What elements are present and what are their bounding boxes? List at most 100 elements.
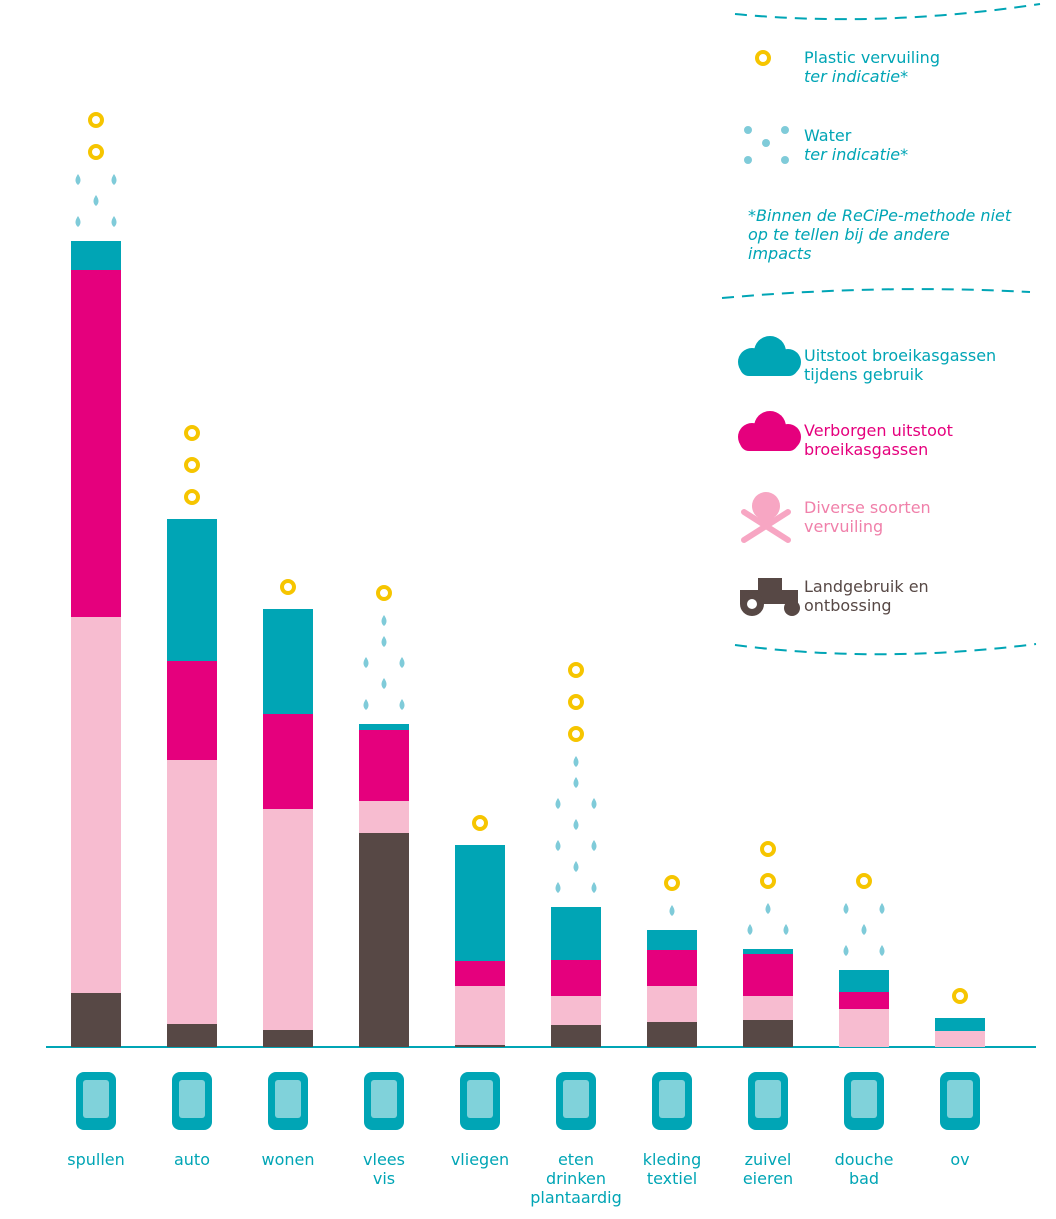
bar-segment: [551, 960, 601, 996]
water-drop: [879, 945, 885, 956]
icon-inner: [947, 1080, 973, 1118]
bar-segment: [839, 992, 889, 1009]
water-drop: [111, 174, 117, 185]
water-drop: [591, 840, 597, 851]
water-drops: [363, 615, 405, 710]
bar-segment: [263, 714, 313, 809]
water-drop: [765, 903, 771, 914]
water-drop: [843, 903, 849, 914]
plastic-rings: [952, 988, 968, 1004]
bar-segment: [743, 949, 793, 954]
legend-label: Uitstoot broeikasgassen tijdens gebruik: [804, 346, 997, 384]
plastic-rings: [376, 585, 392, 601]
water-drop: [669, 905, 675, 916]
water-drops: [75, 174, 117, 227]
bar-segment: [551, 907, 601, 960]
bar-segment: [167, 760, 217, 1024]
category-label: auto: [173, 1150, 210, 1169]
plastic-rings: [856, 873, 872, 889]
plastic-ring: [568, 726, 584, 742]
bar-segment: [167, 519, 217, 661]
category-icon: [172, 1072, 212, 1130]
bar-segment: [263, 609, 313, 714]
category-icon: [652, 1072, 692, 1130]
bar-segment: [71, 241, 121, 270]
plastic-rings: [568, 662, 584, 742]
water-drop: [381, 678, 387, 689]
water-drops: [747, 903, 789, 935]
plastic-rings: [184, 425, 200, 505]
category-label: eten drinken plantaardig: [530, 1150, 622, 1207]
bar-segment: [455, 845, 505, 961]
plastic-rings: [760, 841, 776, 889]
plastic-ring: [952, 988, 968, 1004]
water-drop: [879, 903, 885, 914]
plastic-ring: [472, 815, 488, 831]
bar-segment: [743, 954, 793, 996]
icon-inner: [275, 1080, 301, 1118]
bar-segment: [743, 996, 793, 1020]
water-drop: [75, 216, 81, 227]
water-drop: [861, 924, 867, 935]
water-drop: [573, 777, 579, 788]
bar-segment: [647, 986, 697, 1022]
legend-note: ter indicatie*: [804, 67, 909, 86]
plastic-rings: [88, 112, 104, 160]
plastic-ring: [88, 144, 104, 160]
water-drop: [75, 174, 81, 185]
plastic-rings: [280, 579, 296, 595]
category-icon: [268, 1072, 308, 1130]
icon-inner: [563, 1080, 589, 1118]
plastic-ring: [856, 873, 872, 889]
water-drop: [363, 657, 369, 668]
bar-segment: [359, 730, 409, 801]
water-drop: [93, 195, 99, 206]
icon-inner: [659, 1080, 685, 1118]
water-drop: [591, 798, 597, 809]
plastic-ring: [184, 425, 200, 441]
plastic-ring: [568, 662, 584, 678]
water-drop: [381, 615, 387, 626]
category-icon: [460, 1072, 500, 1130]
legend-plastic: Plastic vervuiling ter indicatie*: [804, 48, 940, 86]
plastic-ring: [760, 873, 776, 889]
category-label: zuivel eieren: [742, 1150, 794, 1188]
bar-segment: [71, 270, 121, 617]
bar-segment: [359, 724, 409, 730]
category-icon: [940, 1072, 980, 1130]
legend-water: Water ter indicatie*: [804, 126, 908, 164]
category-icon: [364, 1072, 404, 1130]
icon-inner: [179, 1080, 205, 1118]
water-drop: [573, 861, 579, 872]
plastic-rings: [664, 875, 680, 891]
plastic-ring: [568, 694, 584, 710]
water-drop: [363, 699, 369, 710]
legend-label: Diverse soorten vervuiling: [804, 498, 931, 536]
water-drop: [555, 798, 561, 809]
legend-label: Landgebruik en ontbossing: [804, 577, 929, 615]
bar-segment: [743, 1020, 793, 1047]
bar-segment: [551, 1025, 601, 1047]
bar-segment: [935, 1031, 985, 1047]
water-drop: [399, 657, 405, 668]
legend-label: Water: [804, 126, 852, 145]
plastic-ring: [280, 579, 296, 595]
category-label: spullen: [67, 1150, 125, 1169]
bar-segment: [455, 1045, 505, 1047]
icon-inner: [371, 1080, 397, 1118]
bar-segment: [71, 617, 121, 993]
bar-segment: [71, 993, 121, 1047]
water-drop: [381, 636, 387, 647]
plastic-ring: [376, 585, 392, 601]
category-label: vlees vis: [363, 1150, 405, 1188]
plastic-ring: [760, 841, 776, 857]
category-icon: [748, 1072, 788, 1130]
legend-note: ter indicatie*: [804, 145, 909, 164]
legend-icons: [738, 50, 801, 616]
category-label: wonen: [261, 1150, 315, 1169]
category-icon: [556, 1072, 596, 1130]
category-icon: [76, 1072, 116, 1130]
bar-segment: [167, 1024, 217, 1047]
water-drop: [843, 945, 849, 956]
